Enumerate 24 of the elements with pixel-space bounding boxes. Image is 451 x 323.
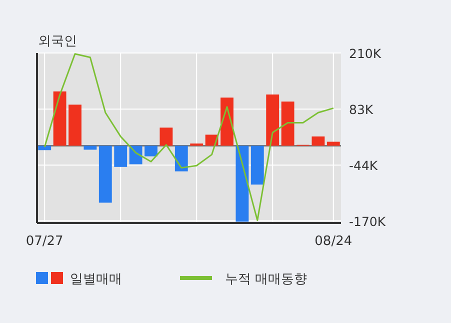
y-tick-label: -44K — [349, 158, 378, 174]
legend-label: 누적 매매동향 — [225, 272, 308, 287]
bar — [114, 146, 128, 167]
bar — [84, 146, 97, 150]
x-tick-label: 07/27 — [26, 234, 64, 249]
bar — [250, 146, 264, 185]
chart-title: 외국인 — [38, 34, 77, 49]
bar — [160, 128, 173, 146]
bar — [38, 146, 52, 150]
bar — [281, 102, 294, 146]
y-tick-label: 210K — [349, 46, 382, 61]
y-tick-label: 83K — [349, 102, 374, 118]
y-tick-label: -170K — [349, 214, 386, 229]
bar — [266, 94, 280, 146]
x-tick-label: 08/24 — [314, 234, 352, 249]
bar — [236, 146, 249, 222]
bar — [144, 146, 158, 156]
line-series — [44, 53, 334, 222]
bar — [68, 104, 82, 146]
bar — [312, 136, 325, 146]
bar — [98, 146, 112, 203]
bar — [53, 91, 66, 146]
bar — [174, 146, 188, 172]
legend-label: 일별매매 — [70, 272, 122, 287]
